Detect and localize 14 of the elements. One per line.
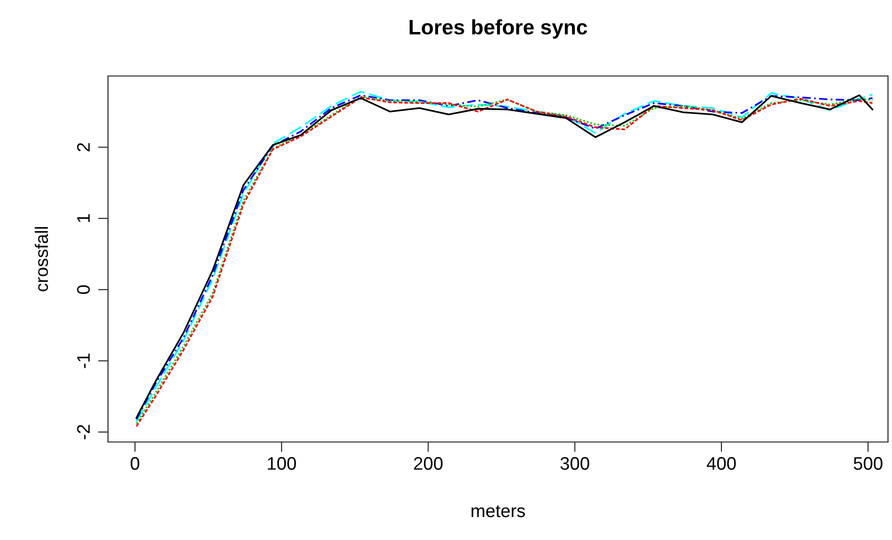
- y-tick-label: 2: [77, 143, 90, 152]
- x-tick-label: 500: [854, 457, 882, 470]
- x-tick-label: 0: [130, 457, 140, 470]
- x-tick-label: 300: [560, 457, 590, 470]
- x-tick-label: 400: [706, 457, 736, 470]
- x-tick-label: 100: [268, 457, 296, 470]
- chart-title: Lores before sync: [410, 19, 588, 39]
- y-axis-title: crossfall: [34, 227, 48, 292]
- x-tick-label: 200: [414, 457, 443, 470]
- y-tick-label: -2: [77, 424, 90, 440]
- x-axis-title: meters: [472, 505, 525, 518]
- y-tick-label: 1: [77, 214, 90, 222]
- y-tick-label: 0: [77, 285, 90, 294]
- y-tick-label: -1: [77, 354, 90, 368]
